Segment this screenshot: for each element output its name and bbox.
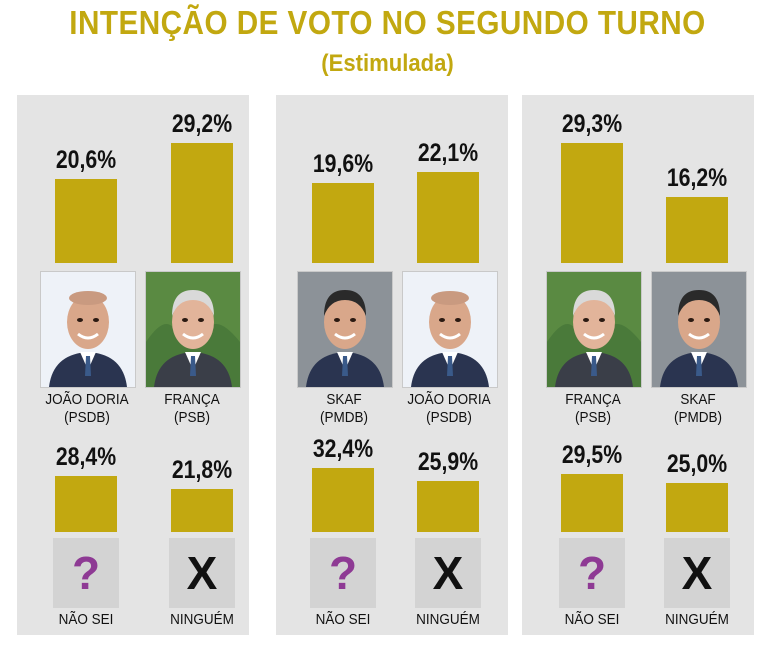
bar-option-1	[561, 473, 623, 532]
bar-candidate-1	[561, 142, 623, 263]
candidate-label: FRANÇA (PSB)	[539, 391, 647, 427]
bar-candidate-1	[55, 178, 117, 263]
chart-panel-1: 20,6% 29,2% 28,4% 21,8% JOÃO DORIA (PSDB) FRAN…	[17, 95, 249, 635]
candidate-photo-franca	[546, 271, 642, 388]
candidate-photo-doria	[40, 271, 136, 388]
bar-value-label: 22,1%	[417, 139, 479, 168]
x-mark-icon: X	[415, 538, 481, 608]
candidate-label: FRANÇA (PSB)	[138, 391, 246, 427]
candidate-name: SKAF	[326, 391, 362, 408]
candidate-label: JOÃO DORIA (PSDB)	[33, 391, 141, 427]
candidate-name: FRANÇA	[164, 391, 220, 408]
bar-value-label: 21,8%	[171, 456, 233, 485]
candidate-photo-doria	[402, 271, 498, 388]
bar-value-label: 32,4%	[312, 435, 374, 464]
bar-option-2	[171, 489, 233, 532]
candidate-party: (PSB)	[173, 409, 210, 426]
bar-option-2	[417, 481, 479, 532]
candidate-party: (PMDB)	[673, 409, 722, 426]
bar-candidate-2	[171, 143, 233, 263]
option-label: NÃO SEI	[58, 611, 114, 628]
bar-value-label: 20,6%	[55, 145, 117, 174]
bar-value-label: 25,0%	[666, 449, 728, 478]
candidate-party: (PSDB)	[426, 409, 472, 426]
candidate-name: FRANÇA	[565, 391, 621, 408]
bar-value-label: 29,3%	[561, 109, 623, 138]
bar-value-label: 25,9%	[417, 448, 479, 477]
chart-title: INTENÇÃO DE VOTO NO SEGUNDO TURNO	[69, 4, 706, 41]
option-label: NINGUÉM	[416, 611, 480, 628]
bar-candidate-1	[312, 182, 374, 263]
bar-value-label: 28,4%	[55, 443, 117, 472]
candidate-photo-skaf	[297, 271, 393, 388]
candidate-party: (PSB)	[574, 409, 611, 426]
candidate-label: SKAF (PMDB)	[644, 391, 752, 427]
x-mark-icon: X	[169, 538, 235, 608]
candidate-name: JOÃO DORIA	[45, 391, 129, 408]
bar-value-label: 19,6%	[312, 149, 374, 178]
bar-value-label: 29,5%	[561, 440, 623, 469]
candidate-name: JOÃO DORIA	[407, 391, 491, 408]
bar-option-1	[312, 468, 374, 532]
chart-panel-2: 19,6% 22,1% 32,4% 25,9% SKAF (PMDB) JOÃO DORIA…	[276, 95, 508, 635]
candidate-photo-skaf	[651, 271, 747, 388]
candidate-photo-franca	[145, 271, 241, 388]
candidate-party: (PMDB)	[319, 409, 368, 426]
bar-option-1	[55, 476, 117, 532]
bar-value-label: 29,2%	[171, 110, 233, 139]
bar-option-2	[666, 482, 728, 532]
candidate-party: (PSDB)	[64, 409, 110, 426]
option-label: NÃO SEI	[315, 611, 371, 628]
option-label: NÃO SEI	[564, 611, 620, 628]
candidate-label: SKAF (PMDB)	[290, 391, 398, 427]
bar-value-label: 16,2%	[666, 163, 728, 192]
option-label: NINGUÉM	[170, 611, 234, 628]
bar-candidate-2	[666, 196, 728, 263]
chart-subtitle: (Estimulada)	[321, 50, 454, 77]
question-mark-icon: ?	[559, 538, 625, 608]
question-mark-icon: ?	[310, 538, 376, 608]
chart-panel-3: 29,3% 16,2% 29,5% 25,0% FRANÇA (PSB) SKAF (PMDB…	[522, 95, 754, 635]
candidate-name: SKAF	[680, 391, 716, 408]
question-mark-icon: ?	[53, 538, 119, 608]
candidate-label: JOÃO DORIA (PSDB)	[395, 391, 503, 427]
x-mark-icon: X	[664, 538, 730, 608]
option-label: NINGUÉM	[665, 611, 729, 628]
bar-candidate-2	[417, 172, 479, 263]
